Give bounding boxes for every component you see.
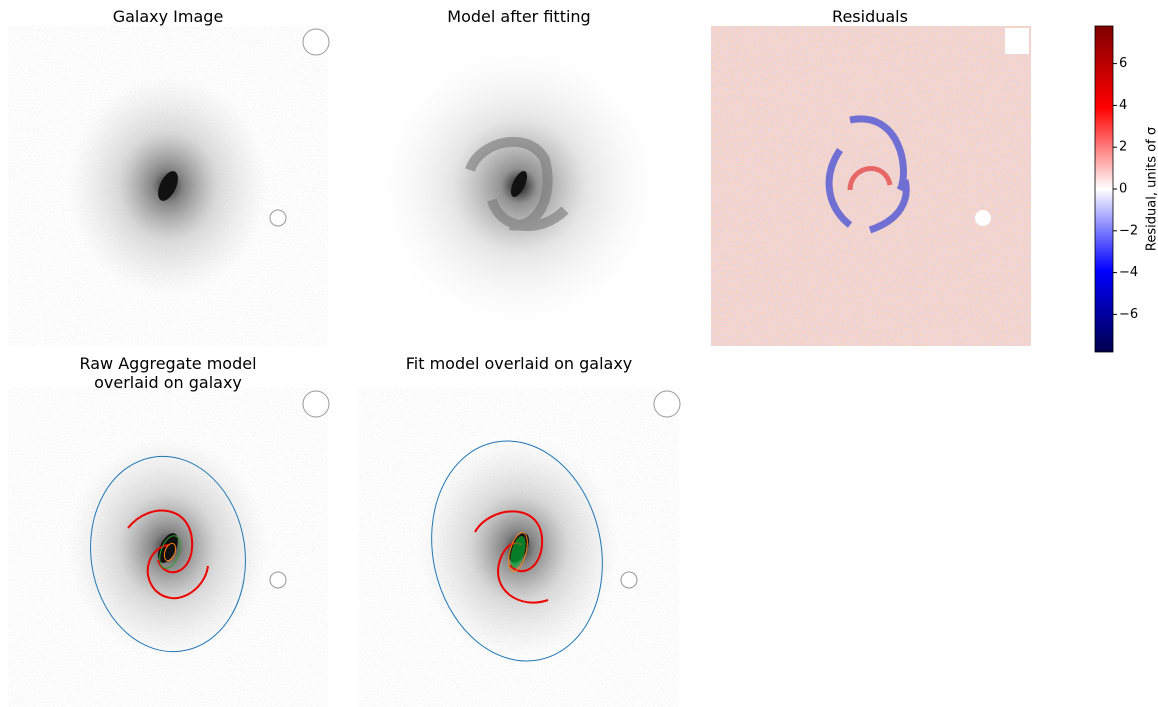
colorbar-tick-label: 2 <box>1119 140 1127 155</box>
colorbar-tick-label: −6 <box>1119 307 1138 322</box>
residual-image <box>711 26 1031 346</box>
colorbar-tick-label: 4 <box>1119 98 1127 113</box>
colorbar-tick-label: 0 <box>1119 182 1127 197</box>
panel-title: Raw Aggregate model <box>79 354 256 373</box>
panel-title: Residuals <box>832 7 908 26</box>
panel-title: Model after fitting <box>447 7 590 26</box>
colorbar-tick-label: −2 <box>1119 223 1138 238</box>
panel-title: Fit model overlaid on galaxy <box>406 354 633 373</box>
galaxy-image <box>8 26 329 346</box>
colorbar-tick-label: −4 <box>1119 265 1138 280</box>
colorbar-label: Residual, units of σ <box>1145 127 1158 251</box>
model-image <box>359 26 679 346</box>
panel-title: overlaid on galaxy <box>94 373 242 392</box>
colorbar-tick-label: 6 <box>1119 56 1127 71</box>
colorbar <box>1094 25 1114 353</box>
panel-title: Galaxy Image <box>113 7 224 26</box>
raw-overlay <box>8 388 329 707</box>
fit-overlay <box>359 388 680 707</box>
